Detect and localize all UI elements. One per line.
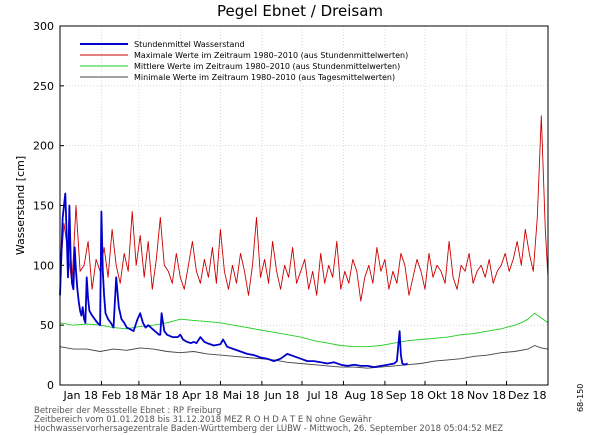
x-tick-label: Dez 18 xyxy=(508,389,547,402)
series-line-0 xyxy=(59,192,408,369)
x-tick-label: Nov 18 xyxy=(467,389,506,402)
footer-operator: Betreiber der Messstelle Ebnet : RP Frei… xyxy=(34,406,221,416)
x-tick-label: Okt 18 xyxy=(427,389,464,402)
x-tick-label: Mai 18 xyxy=(223,389,260,402)
y-tick-label: 250 xyxy=(33,80,54,93)
footer-time-range: Zeitbereich vom 01.01.2018 bis 31.12.201… xyxy=(34,415,372,425)
y-tick-label: 100 xyxy=(33,259,54,272)
x-tick-label: Jun 18 xyxy=(264,389,300,402)
legend-entry: Maximale Werte im Zeitraum 1980–2010 (au… xyxy=(134,51,408,60)
axis-ticks: 0 50 100 150 200 250 300 Jan 18 Feb 18 Mär 18 Apr … xyxy=(33,20,547,402)
y-tick-label: 0 xyxy=(47,379,54,392)
y-tick-label: 300 xyxy=(33,20,54,33)
x-tick-label: Feb 18 xyxy=(102,389,139,402)
chart-code: 68-150 xyxy=(576,384,585,412)
legend-entry: Stundenmittel Wasserstand xyxy=(134,40,245,49)
x-tick-label: Jul 18 xyxy=(306,389,338,402)
grid xyxy=(60,26,548,385)
series-layer xyxy=(59,115,549,369)
y-tick-label: 50 xyxy=(40,319,54,332)
chart-title: Pegel Ebnet / Dreisam xyxy=(217,2,383,20)
series-line-1 xyxy=(59,115,549,302)
y-tick-label: 150 xyxy=(33,200,54,213)
y-tick-label: 200 xyxy=(33,140,54,153)
x-tick-label: Apr 18 xyxy=(182,389,219,402)
series-line-3 xyxy=(59,345,549,369)
footer-source: Hochwasservorhersagezentrale Baden-Württ… xyxy=(34,424,503,434)
x-tick-label: Mär 18 xyxy=(140,389,178,402)
legend-entry: Minimale Werte im Zeitraum 1980–2010 (au… xyxy=(134,73,395,82)
x-tick-label: Aug 18 xyxy=(345,389,384,402)
x-tick-label: Jan 18 xyxy=(62,389,97,402)
y-axis-label: Wasserstand [cm] xyxy=(14,156,27,255)
legend: Stundenmittel Wasserstand Maximale Werte … xyxy=(80,40,408,82)
legend-entry: Mittlere Werte im Zeitraum 1980–2010 (au… xyxy=(134,62,400,71)
x-tick-label: Sep 18 xyxy=(386,389,424,402)
